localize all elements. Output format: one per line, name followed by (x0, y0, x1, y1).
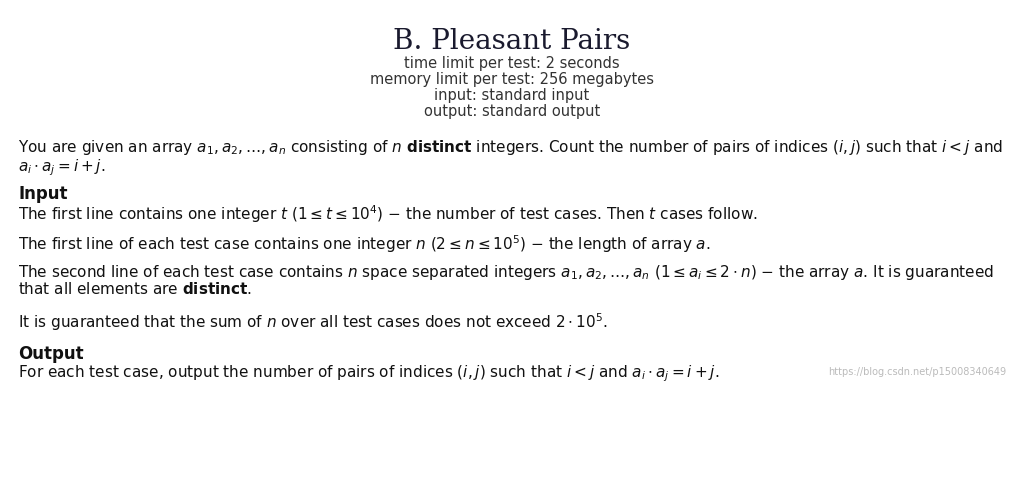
Text: memory limit per test: 256 megabytes: memory limit per test: 256 megabytes (370, 72, 654, 87)
Text: The second line of each test case contains $n$ space separated integers $a_1, a_: The second line of each test case contai… (18, 263, 994, 282)
Text: The first line contains one integer $t$ $(1 \leq t \leq 10^4)$ $-$ the number of: The first line contains one integer $t$ … (18, 203, 758, 225)
Text: It is guaranteed that the sum of $n$ over all test cases does not exceed $2 \cdo: It is guaranteed that the sum of $n$ ove… (18, 311, 608, 333)
Text: Input: Input (18, 185, 68, 203)
Text: The first line of each test case contains one integer $n$ $(2 \leq n \leq 10^5)$: The first line of each test case contain… (18, 233, 711, 255)
Text: Output: Output (18, 345, 84, 363)
Text: $a_i \cdot a_j = i + j$.: $a_i \cdot a_j = i + j$. (18, 157, 105, 178)
Text: input: standard input: input: standard input (434, 88, 590, 103)
Text: time limit per test: 2 seconds: time limit per test: 2 seconds (404, 56, 620, 71)
Text: B. Pleasant Pairs: B. Pleasant Pairs (393, 28, 631, 55)
Text: For each test case, output the number of pairs of indices $(i, j)$ such that $i : For each test case, output the number of… (18, 363, 720, 384)
Text: that all elements are $\bf{distinct}$.: that all elements are $\bf{distinct}$. (18, 281, 253, 297)
Text: output: standard output: output: standard output (424, 104, 600, 119)
Text: https://blog.csdn.net/p15008340649: https://blog.csdn.net/p15008340649 (827, 367, 1006, 377)
Text: You are given an array $a_1, a_2, \ldots, a_n$ consisting of $n$ $\bf{distinct}$: You are given an array $a_1, a_2, \ldots… (18, 138, 1004, 157)
